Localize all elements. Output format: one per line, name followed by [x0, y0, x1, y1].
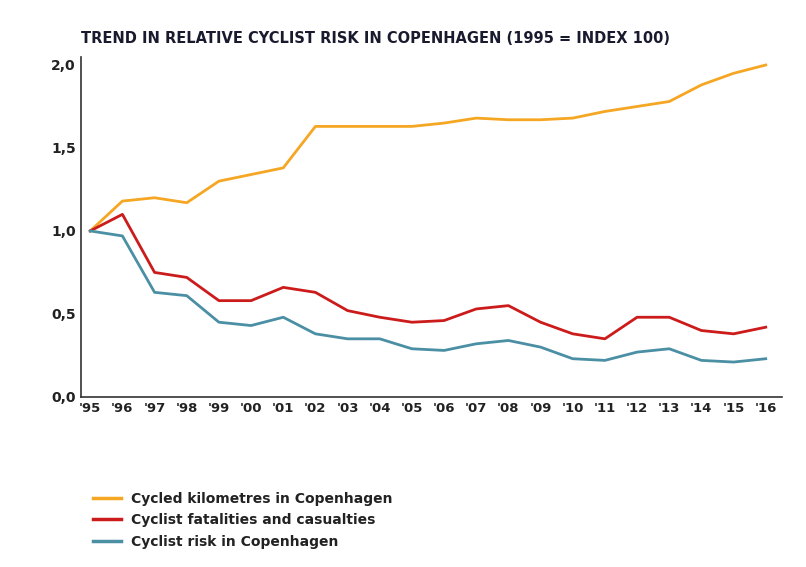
Legend: Cycled kilometres in Copenhagen, Cyclist fatalities and casualties, Cyclist risk: Cycled kilometres in Copenhagen, Cyclist… — [88, 486, 397, 555]
Text: TREND IN RELATIVE CYCLIST RISK IN COPENHAGEN (1995 = INDEX 100): TREND IN RELATIVE CYCLIST RISK IN COPENH… — [81, 31, 670, 46]
